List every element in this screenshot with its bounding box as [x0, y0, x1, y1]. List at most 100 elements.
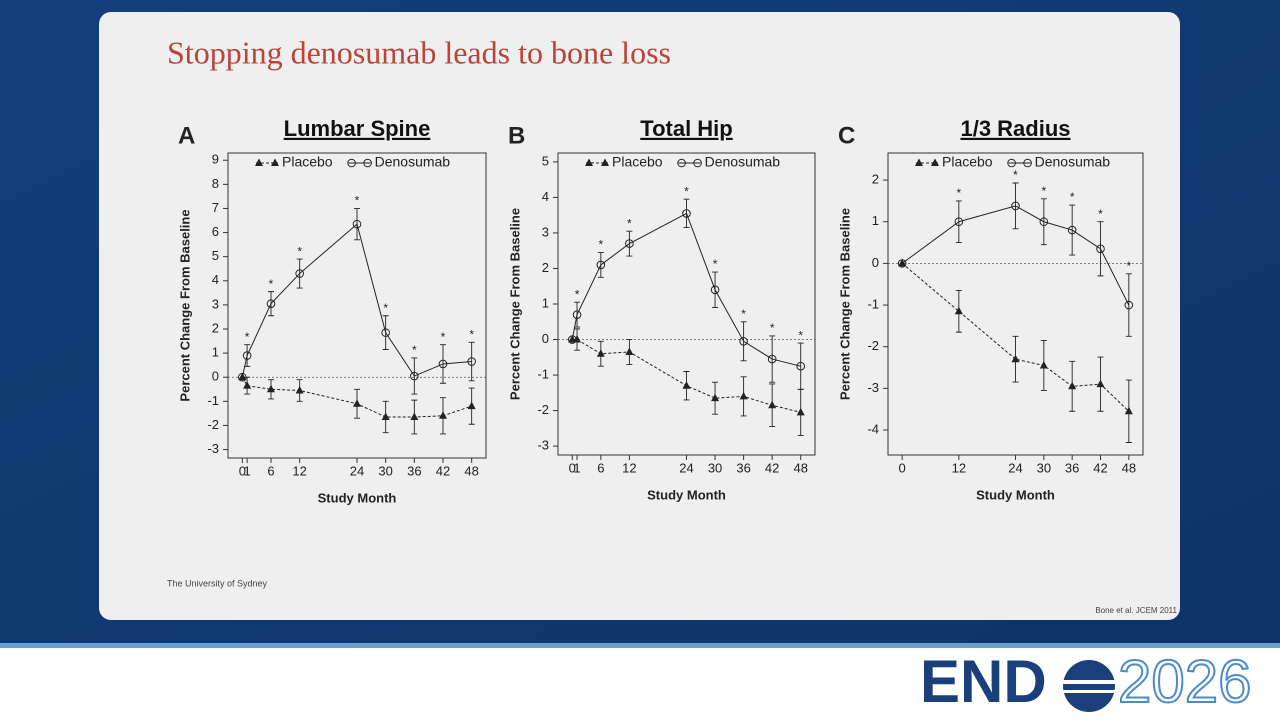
error-bar [597, 252, 604, 278]
x-tick-label: 30 [708, 460, 722, 475]
footer-left: The University of Sydney [167, 578, 268, 588]
significance-mark: * [383, 301, 388, 315]
significance-mark: * [627, 216, 632, 230]
y-tick-label: 6 [212, 224, 219, 239]
chart-title: Lumbar Spine [284, 116, 431, 141]
legend-marker [347, 158, 356, 168]
x-tick-label: 24 [350, 463, 364, 478]
data-point [439, 411, 447, 419]
data-point [767, 354, 777, 364]
legend-marker [271, 158, 279, 166]
x-tick-label: 6 [267, 463, 274, 478]
y-tick-label: -1 [537, 366, 549, 381]
data-point [243, 381, 252, 389]
data-point [710, 285, 720, 295]
y-tick-label: 5 [212, 248, 219, 263]
legend-label: Placebo [942, 154, 993, 170]
data-point [1039, 360, 1048, 369]
data-point [954, 217, 964, 227]
error-bar [626, 230, 633, 257]
y-tick-label: 8 [212, 176, 219, 191]
data-point [353, 399, 361, 407]
y-tick-label: 3 [212, 296, 219, 311]
data-point [572, 310, 582, 319]
x-tick-label: 42 [1093, 460, 1107, 475]
slide-title: Stopping denosumab leads to bone loss [167, 34, 671, 70]
data-point [266, 299, 276, 308]
significance-mark: * [1126, 259, 1131, 273]
legend-marker [585, 158, 593, 166]
data-point [352, 219, 362, 229]
legend-marker [1023, 158, 1032, 168]
data-point [238, 372, 247, 382]
panel-letter: B [508, 122, 525, 149]
error-bar [244, 344, 251, 367]
significance-mark: * [713, 257, 718, 271]
significance-mark: * [684, 184, 689, 198]
significance-mark: * [1013, 168, 1018, 182]
error-bar [1097, 221, 1104, 277]
data-point [410, 412, 419, 421]
data-point [768, 400, 777, 409]
y-tick-label: -3 [537, 438, 549, 453]
logo-text: END [920, 648, 1047, 715]
error-bar [382, 315, 389, 350]
error-bar [955, 200, 962, 244]
y-tick-label: 5 [542, 153, 549, 168]
x-tick-label: 0 [569, 460, 576, 475]
error-bar [1012, 182, 1019, 230]
data-point [295, 385, 304, 394]
panel-letter: A [178, 122, 195, 149]
error-bar [683, 198, 690, 229]
significance-mark: * [245, 330, 250, 344]
data-point [467, 357, 476, 366]
error-bar [1125, 273, 1132, 337]
y-tick-label: 1 [872, 213, 879, 228]
x-tick-label: 30 [1037, 460, 1051, 475]
significance-mark: * [297, 244, 302, 258]
data-point [438, 359, 448, 369]
data-point [295, 269, 304, 278]
data-point [381, 412, 390, 421]
x-tick-label: 0 [239, 463, 246, 478]
significance-mark: * [441, 330, 446, 344]
data-point [596, 260, 606, 270]
data-point [242, 351, 252, 360]
x-tick-label: 12 [952, 460, 966, 475]
logo-year: 2026 [1118, 648, 1251, 715]
y-tick-label: 7 [212, 200, 219, 215]
y-tick-label: -2 [537, 402, 549, 417]
data-point [1039, 217, 1049, 227]
x-tick-label: 48 [1122, 460, 1136, 475]
y-tick-label: -3 [867, 380, 879, 395]
x-axis-label: Study Month [318, 490, 397, 505]
x-tick-label: 12 [622, 460, 636, 475]
y-axis-label: Percent Change From Baseline [837, 208, 852, 400]
x-tick-label: 48 [793, 460, 807, 475]
significance-mark: * [1098, 207, 1103, 221]
x-tick-label: 42 [765, 460, 779, 475]
data-point [739, 391, 748, 400]
x-tick-label: 36 [407, 463, 421, 478]
data-point [267, 384, 275, 393]
data-point [573, 335, 582, 343]
error-bar [769, 335, 776, 383]
y-tick-label: 2 [542, 260, 549, 275]
x-tick-label: 24 [679, 460, 693, 475]
x-tick-label: 30 [378, 463, 392, 478]
legend-label: Placebo [282, 154, 333, 170]
error-bar [574, 301, 581, 328]
significance-mark: * [798, 328, 803, 342]
error-bar [797, 342, 804, 390]
y-tick-label: 4 [212, 272, 219, 287]
y-tick-label: -1 [867, 296, 879, 311]
x-tick-label: 24 [1008, 460, 1022, 475]
significance-mark: * [956, 186, 961, 200]
y-tick-label: -4 [867, 421, 879, 436]
slide-card [99, 12, 1180, 620]
significance-mark: * [269, 277, 274, 291]
significance-mark: * [575, 287, 580, 301]
data-point [796, 407, 805, 416]
significance-mark: * [1070, 190, 1075, 204]
